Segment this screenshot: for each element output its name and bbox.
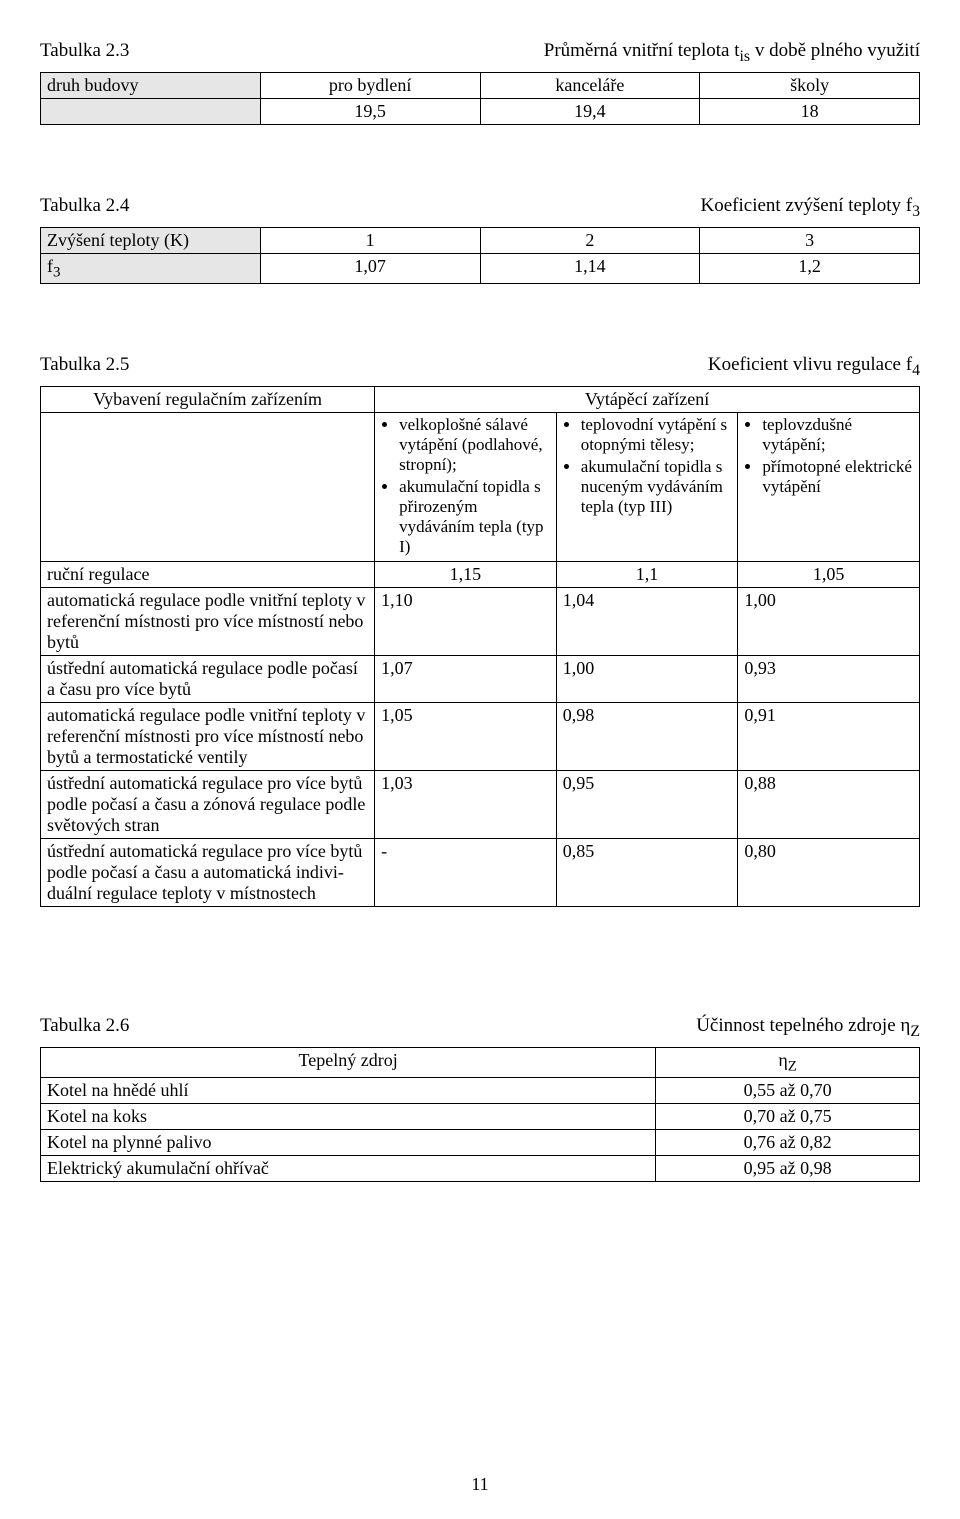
table23-r1-c1: pro bydlení xyxy=(260,72,480,98)
table24-r1-c3: 3 xyxy=(700,227,920,253)
bullet-item: akumulační topidla s nuceným vydáváním t… xyxy=(581,457,732,517)
table23-r2-c2: 19,4 xyxy=(480,98,700,124)
table25-row-value: 1,00 xyxy=(556,655,738,702)
bullet-item: teplovodní vytápění s otopnými tělesy; xyxy=(581,415,732,455)
table25-row-value: 0,91 xyxy=(738,702,920,770)
table26-row-value: 0,55 až 0,70 xyxy=(656,1078,920,1104)
bullet-item: teplovzdušné vytápění; xyxy=(762,415,913,455)
table26-row-label: Elektrický akumulační ohřívač xyxy=(41,1156,656,1182)
table23-r1-c3: školy xyxy=(700,72,920,98)
table23: druh budovy pro bydlení kanceláře školy … xyxy=(40,72,920,125)
table25-row-label: ústřední automatická regulace podle poča… xyxy=(41,655,375,702)
table25-row-value: 1,05 xyxy=(738,561,920,587)
table24-r1-c2: 2 xyxy=(480,227,700,253)
table25-row-value: - xyxy=(375,838,557,906)
table24-r2-label: f3 xyxy=(41,253,261,284)
table26-row-value: 0,76 až 0,82 xyxy=(656,1130,920,1156)
table24-caption-left: Tabulka 2.4 xyxy=(40,195,129,217)
table25-row-label: ruční regulace xyxy=(41,561,375,587)
table26: Tepelný zdroj ηZ Kotel na hnědé uhlí0,55… xyxy=(40,1047,920,1183)
table23-r2-c3: 18 xyxy=(700,98,920,124)
table25-row-value: 1,04 xyxy=(556,587,738,655)
table25-row-label: automatická regulace podle vnitřní teplo… xyxy=(41,702,375,770)
table25-row-value: 0,85 xyxy=(556,838,738,906)
table26-row-value: 0,70 až 0,75 xyxy=(656,1104,920,1130)
table25-row-value: 0,80 xyxy=(738,838,920,906)
table25-row-label: ústřední automatická regulace pro více b… xyxy=(41,770,375,838)
table25-row-value: 1,10 xyxy=(375,587,557,655)
bullet-item: velkoplošné sálavé vytápění (podlahové, … xyxy=(399,415,550,475)
table25-row-value: 1,03 xyxy=(375,770,557,838)
table25-caption: Tabulka 2.5 Koeficient vlivu regulace f4 xyxy=(40,354,920,380)
table24-caption-right: Koeficient zvýšení teploty f3 xyxy=(701,195,921,221)
table26-caption-left: Tabulka 2.6 xyxy=(40,1015,129,1037)
table24-r2-c3: 1,2 xyxy=(700,253,920,284)
table25-caption-right: Koeficient vlivu regulace f4 xyxy=(708,354,920,380)
table25-row-value: 1,15 xyxy=(375,561,557,587)
table23-r2-label xyxy=(41,98,261,124)
table25-row-value: 0,95 xyxy=(556,770,738,838)
table23-caption-right: Průměrná vnitřní teplota tis v době plné… xyxy=(544,40,920,66)
table26-row-label: Kotel na hnědé uhlí xyxy=(41,1078,656,1104)
bullet-item: přímotopné elektrické vytápění xyxy=(762,457,913,497)
table25-hdr-col0: Vybavení regulačním zařízením xyxy=(41,386,375,412)
table25: Vybavení regulačním zařízením Vytápěcí z… xyxy=(40,386,920,907)
table26-hdr-col0: Tepelný zdroj xyxy=(41,1047,656,1078)
table25-row-value: 1,07 xyxy=(375,655,557,702)
table23-r1-label: druh budovy xyxy=(41,72,261,98)
table26-row-label: Kotel na koks xyxy=(41,1104,656,1130)
table26-caption: Tabulka 2.6 Účinnost tepelného zdroje ηZ xyxy=(40,1015,920,1041)
table25-bullets-c3: teplovzdušné vytápění;přímotopné elektri… xyxy=(738,412,920,561)
table25-row-value: 0,98 xyxy=(556,702,738,770)
table24-r2-c2: 1,14 xyxy=(480,253,700,284)
table25-bullets-c2: teplovodní vytápění s otopnými tělesy;ak… xyxy=(556,412,738,561)
table24-r1-label: Zvýšení teploty (K) xyxy=(41,227,261,253)
table23-r1-c2: kanceláře xyxy=(480,72,700,98)
table25-row-value: 0,93 xyxy=(738,655,920,702)
table25-row-label: automatická regulace podle vnitřní teplo… xyxy=(41,587,375,655)
table25-row-value: 1,1 xyxy=(556,561,738,587)
bullet-item: akumulační topidla s přirozeným vydávání… xyxy=(399,477,550,557)
table24-r2-c1: 1,07 xyxy=(260,253,480,284)
table24-caption: Tabulka 2.4 Koeficient zvýšení teploty f… xyxy=(40,195,920,221)
table25-row-label: ústřední automatická regulace pro více b… xyxy=(41,838,375,906)
table25-row-value: 1,00 xyxy=(738,587,920,655)
page-number: 11 xyxy=(0,1474,960,1495)
table23-caption-left: Tabulka 2.3 xyxy=(40,40,129,62)
table26-row-label: Kotel na plynné palivo xyxy=(41,1130,656,1156)
table25-row-value: 0,88 xyxy=(738,770,920,838)
table24-r1-c1: 1 xyxy=(260,227,480,253)
table26-hdr-col1: ηZ xyxy=(656,1047,920,1078)
table23-caption: Tabulka 2.3 Průměrná vnitřní teplota tis… xyxy=(40,40,920,66)
table25-hdr-col1to3: Vytápěcí zařízení xyxy=(375,386,920,412)
table23-r2-c1: 19,5 xyxy=(260,98,480,124)
table25-row-value: 1,05 xyxy=(375,702,557,770)
table25-bullets-label xyxy=(41,412,375,561)
table25-bullets-c1: velkoplošné sálavé vytápění (podlahové, … xyxy=(375,412,557,561)
table26-row-value: 0,95 až 0,98 xyxy=(656,1156,920,1182)
table26-caption-right: Účinnost tepelného zdroje ηZ xyxy=(696,1015,920,1041)
table25-caption-left: Tabulka 2.5 xyxy=(40,354,129,376)
table24: Zvýšení teploty (K) 1 2 3 f3 1,07 1,14 1… xyxy=(40,227,920,285)
